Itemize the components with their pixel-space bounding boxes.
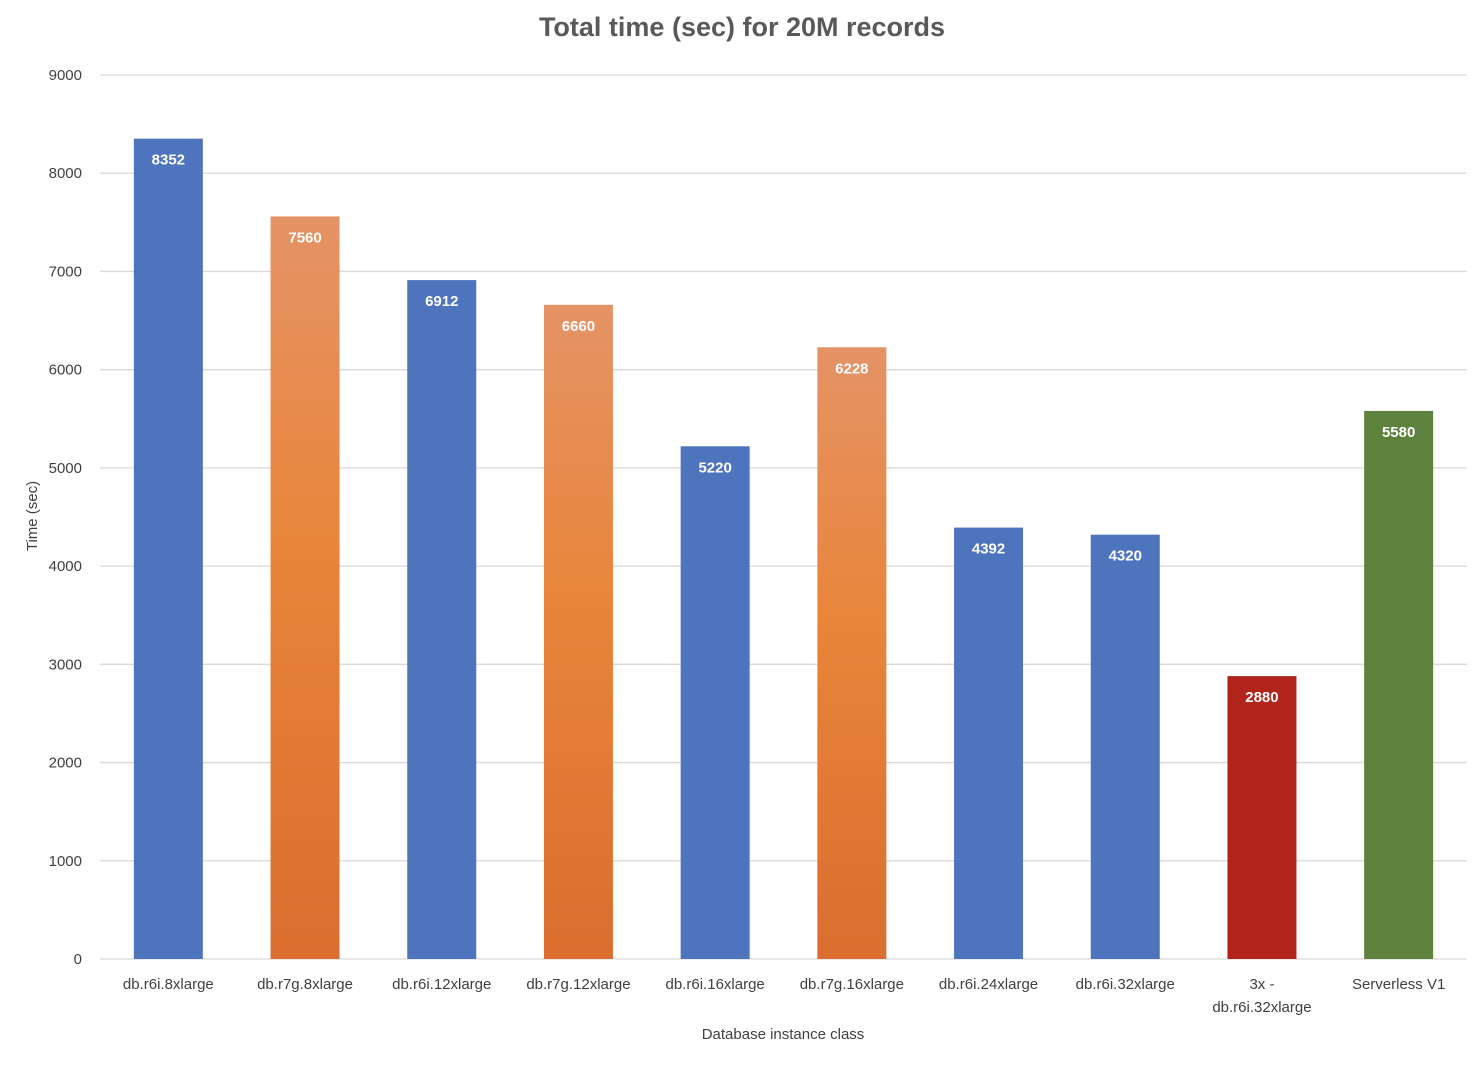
x-tick-label: db.r6i.16xlarge — [666, 976, 765, 993]
x-tick-label: db.r7g.8xlarge — [257, 976, 353, 993]
bar — [407, 280, 477, 959]
x-tick-label: db.r6i.32xlarge — [1212, 999, 1311, 1016]
bar — [1090, 534, 1160, 959]
x-tick-label: db.r7g.16xlarge — [800, 976, 904, 993]
y-tick-label: 7000 — [49, 263, 82, 280]
y-tick-label: 1000 — [49, 853, 82, 870]
x-tick-label: 3x - — [1249, 976, 1274, 993]
y-tick-label: 9000 — [49, 67, 82, 84]
bar — [133, 138, 203, 959]
x-tick-label: db.r7g.12xlarge — [526, 976, 630, 993]
bar — [1364, 410, 1434, 959]
y-axis-title: Time (sec) — [24, 481, 41, 551]
y-tick-label: 4000 — [49, 558, 82, 575]
x-axis-title: Database instance class — [702, 1026, 865, 1043]
x-tick-label: db.r6i.12xlarge — [392, 976, 491, 993]
x-tick-label: Serverless V1 — [1352, 976, 1445, 993]
data-label: 7560 — [288, 229, 321, 246]
x-tick-label: db.r6i.32xlarge — [1076, 976, 1175, 993]
data-label: 6228 — [835, 360, 868, 377]
bar — [1227, 676, 1297, 959]
bar — [680, 446, 750, 959]
bar — [817, 347, 887, 960]
bar — [270, 216, 340, 959]
y-tick-label: 0 — [74, 951, 82, 968]
bar — [543, 304, 613, 960]
data-label: 5580 — [1382, 424, 1415, 441]
x-tick-label: db.r6i.24xlarge — [939, 976, 1038, 993]
y-tick-label: 5000 — [49, 460, 82, 477]
data-label: 8352 — [152, 152, 185, 169]
data-label: 6912 — [425, 293, 458, 310]
data-label: 4392 — [972, 541, 1005, 558]
data-label: 5220 — [698, 459, 731, 476]
data-label: 4320 — [1109, 548, 1142, 565]
y-tick-label: 2000 — [49, 755, 82, 772]
data-label: 2880 — [1245, 689, 1278, 706]
x-tick-label: db.r6i.8xlarge — [123, 976, 214, 993]
y-tick-label: 3000 — [49, 656, 82, 673]
bar — [954, 527, 1024, 959]
y-tick-label: 6000 — [49, 362, 82, 379]
chart-title: Total time (sec) for 20M records — [538, 12, 946, 42]
data-label: 6660 — [562, 318, 595, 335]
y-tick-label: 8000 — [49, 165, 82, 182]
